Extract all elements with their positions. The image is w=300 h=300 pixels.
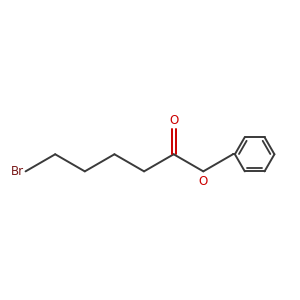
Text: O: O bbox=[169, 114, 178, 127]
Text: O: O bbox=[199, 175, 208, 188]
Text: Br: Br bbox=[11, 165, 24, 178]
